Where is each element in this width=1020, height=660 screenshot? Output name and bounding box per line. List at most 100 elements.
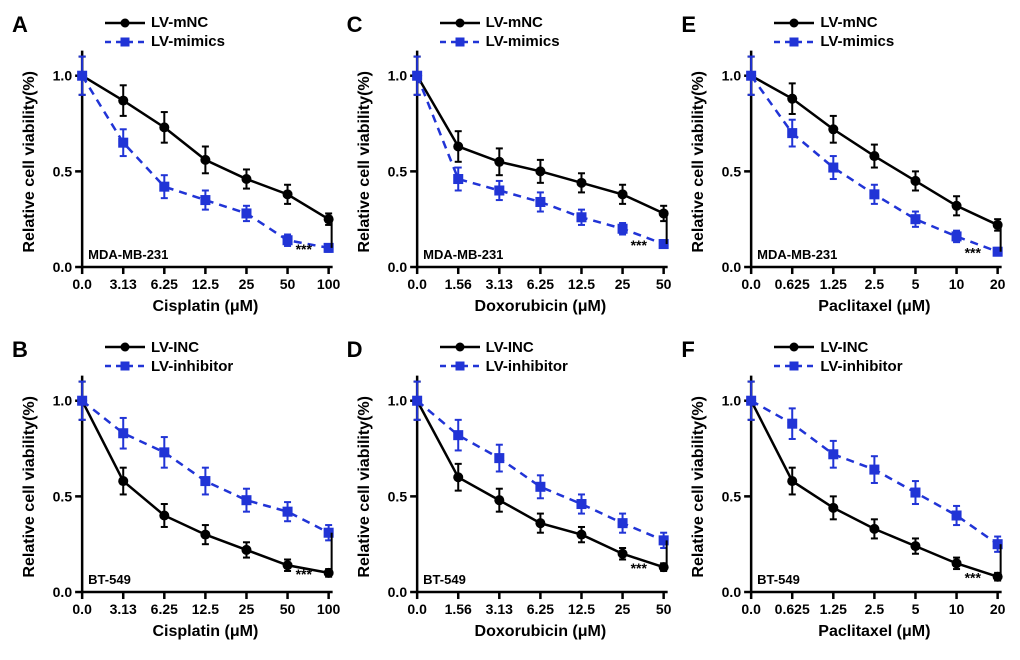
legend-label: LV-mimics [486, 33, 560, 50]
svg-text:Paclitaxel (μM): Paclitaxel (μM) [819, 297, 931, 315]
svg-text:2.5: 2.5 [865, 601, 885, 617]
svg-text:Cisplatin (μM): Cisplatin (μM) [152, 622, 258, 640]
svg-text:1.0: 1.0 [387, 68, 407, 84]
figure-grid: 0.0 0.5 1.0 0.0 3.13 6.25 12.5 25 50 100 Relative … [10, 10, 1010, 647]
svg-text:***: *** [965, 245, 982, 261]
svg-text:Relative cell viability(%): Relative cell viability(%) [355, 71, 373, 253]
legend-label: LV-inhibitor [151, 358, 233, 375]
legend: LV-mNC LV-mimics [105, 14, 225, 50]
panel-C: 0.00.51.00.01.563.136.2512.52550Relative… [345, 10, 676, 331]
svg-text:1.56: 1.56 [444, 601, 471, 617]
svg-text:0.0: 0.0 [53, 259, 73, 275]
svg-text:0.5: 0.5 [53, 163, 73, 179]
legend-label: LV-mimics [820, 33, 894, 50]
svg-text:1.0: 1.0 [53, 68, 73, 84]
svg-text:10: 10 [949, 276, 965, 292]
svg-text:50: 50 [656, 601, 672, 617]
svg-text:20: 20 [990, 601, 1006, 617]
svg-text:***: *** [296, 566, 313, 582]
svg-text:0.5: 0.5 [722, 488, 742, 504]
legend-label: LV-inhibitor [820, 358, 902, 375]
svg-text:1.0: 1.0 [722, 392, 742, 408]
panel-letter: F [681, 337, 694, 363]
svg-text:0.5: 0.5 [387, 163, 407, 179]
panel-letter: C [347, 12, 363, 38]
legend-marker-icon [105, 16, 145, 30]
panel-D: 0.00.51.00.01.563.136.2512.52550Relative… [345, 335, 676, 656]
panel-letter: A [12, 12, 28, 38]
svg-text:25: 25 [239, 601, 255, 617]
svg-text:0.5: 0.5 [53, 488, 73, 504]
svg-text:0.0: 0.0 [72, 601, 92, 617]
legend-marker-icon [105, 340, 145, 354]
legend-item: LV-INC [105, 339, 233, 356]
svg-text:0.0: 0.0 [742, 601, 762, 617]
svg-text:MDA-MB-231: MDA-MB-231 [757, 247, 837, 262]
svg-text:0.0: 0.0 [722, 584, 742, 600]
svg-text:100: 100 [317, 601, 341, 617]
legend-marker-icon [440, 359, 480, 373]
svg-text:5: 5 [912, 276, 920, 292]
svg-text:12.5: 12.5 [192, 276, 219, 292]
legend-marker-icon [774, 340, 814, 354]
svg-text:20: 20 [990, 276, 1006, 292]
legend-label: LV-mNC [820, 14, 877, 31]
svg-text:2.5: 2.5 [865, 276, 885, 292]
legend-label: LV-INC [486, 339, 534, 356]
legend: LV-mNC LV-mimics [774, 14, 894, 50]
legend-item: LV-inhibitor [440, 358, 568, 375]
svg-text:12.5: 12.5 [567, 601, 594, 617]
svg-text:Relative cell viability(%): Relative cell viability(%) [20, 71, 38, 253]
legend-item: LV-mimics [105, 33, 225, 50]
svg-text:0.0: 0.0 [722, 259, 742, 275]
svg-text:MDA-MB-231: MDA-MB-231 [423, 247, 503, 262]
legend: LV-mNC LV-mimics [440, 14, 560, 50]
svg-text:1.0: 1.0 [722, 68, 742, 84]
panel-letter: B [12, 337, 28, 363]
legend-label: LV-mNC [151, 14, 208, 31]
svg-text:MDA-MB-231: MDA-MB-231 [88, 247, 168, 262]
legend-item: LV-inhibitor [105, 358, 233, 375]
legend-label: LV-INC [151, 339, 199, 356]
svg-text:6.25: 6.25 [151, 276, 178, 292]
svg-text:3.13: 3.13 [485, 276, 512, 292]
svg-text:Relative cell viability(%): Relative cell viability(%) [689, 71, 707, 253]
svg-text:0.5: 0.5 [387, 488, 407, 504]
svg-text:***: *** [296, 241, 313, 257]
svg-text:1.25: 1.25 [820, 276, 847, 292]
svg-text:BT-549: BT-549 [423, 572, 466, 587]
svg-text:12.5: 12.5 [567, 276, 594, 292]
svg-text:0.0: 0.0 [407, 276, 427, 292]
legend-marker-icon [774, 16, 814, 30]
legend-item: LV-INC [774, 339, 902, 356]
svg-text:0.0: 0.0 [407, 601, 427, 617]
svg-text:0.625: 0.625 [775, 601, 810, 617]
svg-text:100: 100 [317, 276, 341, 292]
svg-text:6.25: 6.25 [151, 601, 178, 617]
svg-text:Relative cell viability(%): Relative cell viability(%) [689, 396, 707, 578]
svg-text:Relative cell viability(%): Relative cell viability(%) [355, 396, 373, 578]
svg-text:1.0: 1.0 [53, 392, 73, 408]
svg-text:25: 25 [614, 601, 630, 617]
svg-text:10: 10 [949, 601, 965, 617]
panel-A: 0.00.51.00.03.136.2512.52550100Relative … [10, 10, 341, 331]
svg-text:1.56: 1.56 [444, 276, 471, 292]
panel-F: 0.0 0.5 1.0 0.0 0.625 1.25 2.5 5 10 20 Relative ce… [679, 335, 1010, 656]
legend-item: LV-mNC [440, 14, 560, 31]
legend-label: LV-inhibitor [486, 358, 568, 375]
legend-item: LV-mNC [105, 14, 225, 31]
svg-text:3.13: 3.13 [110, 601, 137, 617]
svg-text:0.0: 0.0 [72, 276, 92, 292]
legend: LV-INC LV-inhibitor [440, 339, 568, 375]
svg-text:0.5: 0.5 [722, 163, 742, 179]
svg-text:Doxorubicin (μM): Doxorubicin (μM) [474, 622, 606, 640]
svg-text:1.25: 1.25 [820, 601, 847, 617]
svg-text:5: 5 [912, 601, 920, 617]
svg-text:25: 25 [239, 276, 255, 292]
svg-text:25: 25 [614, 276, 630, 292]
panel-letter: E [681, 12, 696, 38]
legend-marker-icon [440, 16, 480, 30]
svg-text:3.13: 3.13 [485, 601, 512, 617]
svg-text:6.25: 6.25 [526, 276, 553, 292]
legend-marker-icon [440, 340, 480, 354]
